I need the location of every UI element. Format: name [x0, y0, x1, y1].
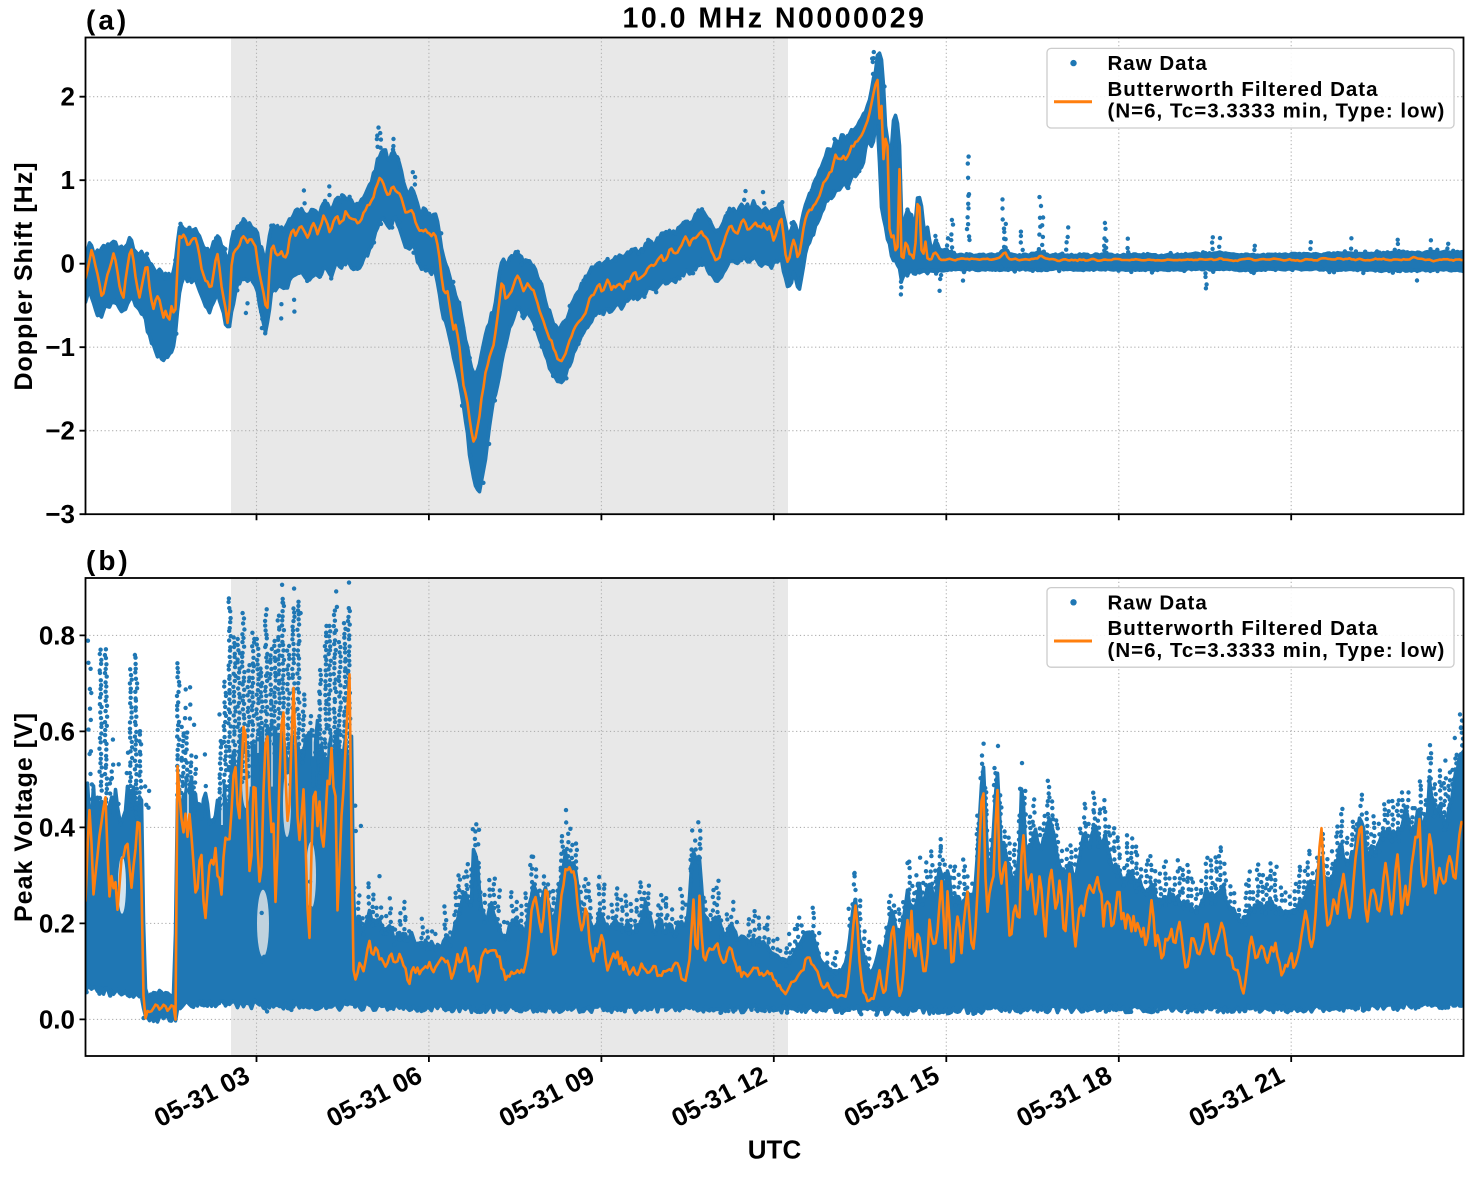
svg-text:0.2: 0.2: [39, 908, 75, 938]
svg-text:0.0: 0.0: [39, 1004, 75, 1034]
svg-text:0.6: 0.6: [39, 716, 75, 746]
svg-text:Butterworth Filtered Data: Butterworth Filtered Data: [1108, 78, 1379, 101]
svg-text:Butterworth Filtered Data: Butterworth Filtered Data: [1108, 617, 1379, 640]
svg-text:Raw Data: Raw Data: [1108, 52, 1208, 75]
svg-text:0.4: 0.4: [39, 812, 76, 842]
svg-text:0: 0: [61, 249, 75, 279]
svg-text:(N=6, Tc=3.3333 min, Type: low: (N=6, Tc=3.3333 min, Type: low): [1108, 639, 1446, 662]
svg-text:−2: −2: [45, 416, 75, 446]
svg-text:Peak Voltage [V]: Peak Voltage [V]: [10, 712, 38, 922]
svg-text:(a): (a): [86, 5, 129, 36]
svg-text:(b): (b): [86, 545, 131, 576]
svg-text:Raw Data: Raw Data: [1108, 591, 1208, 614]
svg-text:0.8: 0.8: [39, 620, 75, 650]
svg-text:1: 1: [61, 165, 75, 195]
svg-text:−3: −3: [45, 499, 75, 529]
svg-text:(N=6, Tc=3.3333 min, Type: low: (N=6, Tc=3.3333 min, Type: low): [1108, 100, 1446, 123]
svg-text:UTC: UTC: [748, 1135, 802, 1165]
svg-text:10.0 MHz N0000029: 10.0 MHz N0000029: [623, 3, 927, 35]
svg-text:Doppler Shift [Hz]: Doppler Shift [Hz]: [10, 161, 38, 390]
svg-text:−1: −1: [45, 332, 75, 362]
svg-text:2: 2: [61, 82, 75, 112]
